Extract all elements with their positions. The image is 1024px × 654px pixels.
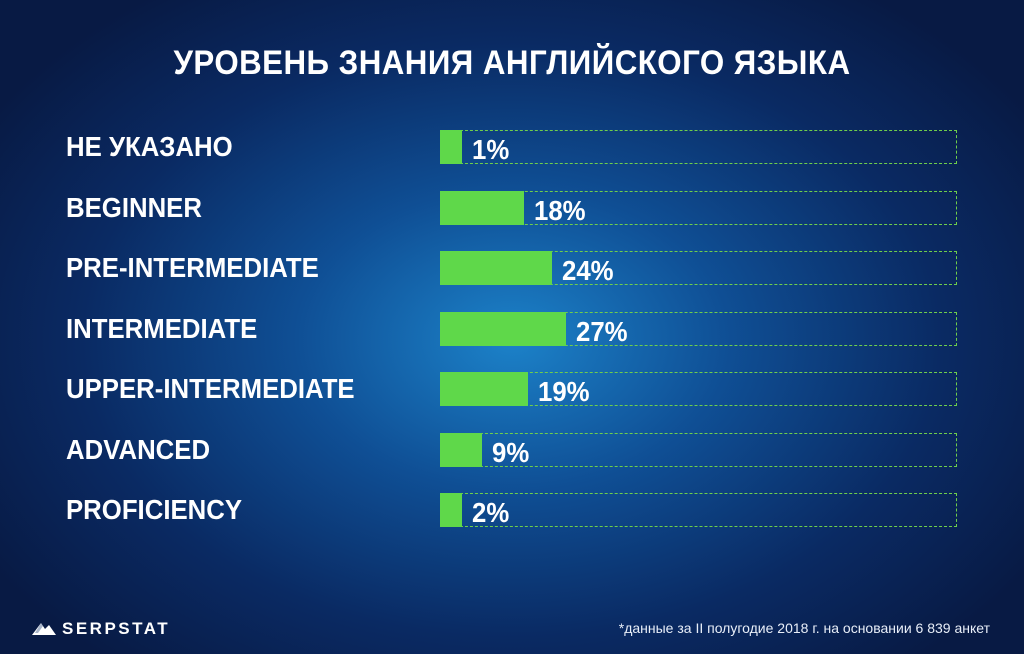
category-label: PROFICIENCY	[66, 494, 243, 525]
brand-name: SERPSTAT	[62, 619, 171, 638]
footnote: *данные за II полугодие 2018 г. на основ…	[618, 620, 990, 636]
serpstat-logo-icon	[32, 623, 56, 635]
category-label: ADVANCED	[66, 434, 211, 465]
value-label: 24%	[561, 255, 614, 286]
value-label: 1%	[472, 134, 510, 165]
value-label: 9%	[491, 437, 530, 468]
bar-track	[440, 372, 957, 406]
bar-track	[440, 130, 957, 164]
category-label: INTERMEDIATE	[66, 313, 258, 344]
category-label: НЕ УКАЗАНО	[66, 131, 233, 162]
bar-track	[440, 433, 957, 467]
category-label: UPPER-INTERMEDIATE	[66, 373, 355, 404]
value-label: 2%	[472, 497, 510, 528]
bar-track	[440, 191, 957, 225]
category-label: BEGINNER	[66, 192, 202, 223]
value-label: 19%	[538, 376, 590, 407]
bar-track	[440, 312, 957, 346]
bar	[440, 251, 552, 285]
bar-track	[440, 251, 957, 285]
bar	[440, 312, 566, 346]
bar-track	[440, 493, 957, 527]
bar	[440, 191, 524, 225]
bar	[440, 433, 482, 467]
value-label: 18%	[533, 195, 586, 226]
serpstat-logo: SERPSTAT	[32, 618, 170, 640]
chart-title: УРОВЕНЬ ЗНАНИЯ АНГЛИЙСКОГО ЯЗЫКА	[173, 44, 851, 82]
bar	[440, 372, 529, 406]
bar	[440, 130, 462, 164]
category-label: PRE-INTERMEDIATE	[66, 252, 319, 283]
value-label: 27%	[575, 316, 628, 347]
bar	[440, 493, 462, 527]
